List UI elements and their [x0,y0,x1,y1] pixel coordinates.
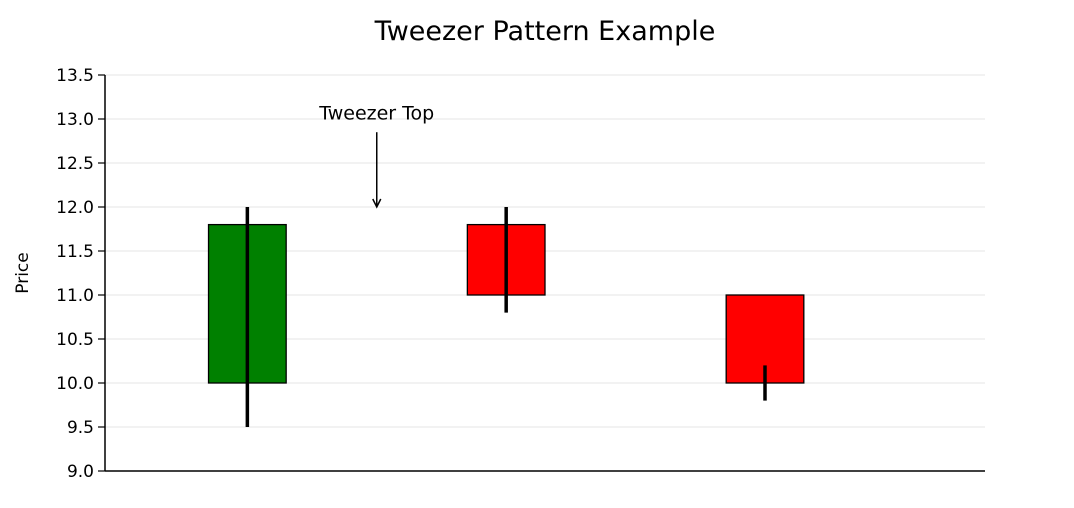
annotation-text: Tweezer Top [318,103,434,125]
annotation: Tweezer Top [318,103,434,209]
y-tick-label: 12.0 [56,198,94,218]
y-tick-label: 13.0 [56,110,94,130]
annotation-arrow-head [372,198,382,209]
y-tick-label: 13.5 [56,66,94,86]
y-ticks: 9.0 9.5 10.0 10.5 11.0 11.5 12.0 12.5 13.0 13.5 [56,66,105,482]
y-tick-label: 9.5 [67,418,94,438]
y-tick-label: 11.0 [56,286,94,306]
candles [207,207,805,427]
y-tick-label: 10.5 [56,330,94,350]
y-tick-label: 10.0 [56,374,94,394]
chart-title: Tweezer Pattern Example [374,16,716,47]
axes [104,75,985,472]
y-tick-label: 9.0 [67,462,94,482]
y-tick-label: 12.5 [56,154,94,174]
y-axis-label: Price [13,252,33,293]
y-tick-label: 11.5 [56,242,94,262]
